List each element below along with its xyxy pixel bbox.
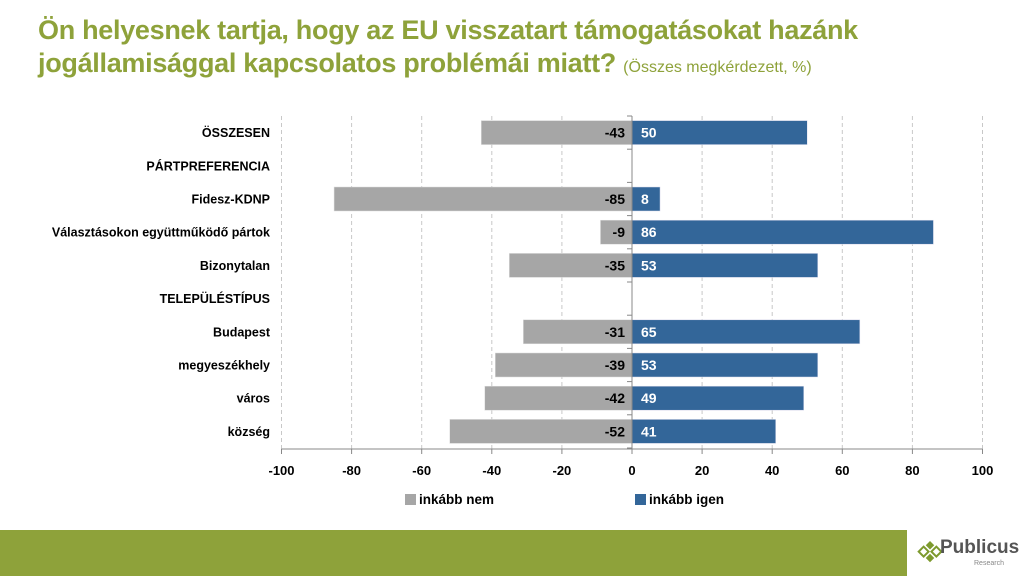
logo-name: Publicus xyxy=(940,537,1020,558)
bar-inkabb-igen xyxy=(631,253,819,278)
data-label-inkabb-igen: 50 xyxy=(641,125,657,141)
category-label: Budapest xyxy=(213,325,271,339)
x-tick-label: -20 xyxy=(553,463,572,478)
title-subtitle: (Összes megkérdezett, %) xyxy=(623,59,812,76)
legend-swatch-inkabb-igen xyxy=(635,494,646,505)
data-label-inkabb-nem: -31 xyxy=(605,324,625,340)
bar-inkabb-nem xyxy=(600,219,633,245)
category-label: község xyxy=(228,425,270,439)
data-label-inkabb-igen: 53 xyxy=(641,257,657,273)
legend-swatch-inkabb-nem xyxy=(405,494,416,505)
data-label-inkabb-igen: 53 xyxy=(641,357,657,373)
data-label-inkabb-igen: 49 xyxy=(641,390,657,406)
x-tick-label: -40 xyxy=(482,463,501,478)
x-tick-label: 60 xyxy=(835,463,849,478)
category-label: TELEPÜLÉSTÍPUS xyxy=(160,291,270,306)
x-tick-label: -80 xyxy=(342,463,361,478)
x-tick-label: 0 xyxy=(628,463,635,478)
legend-label-inkabb-nem: inkább nem xyxy=(419,492,494,507)
logo-area xyxy=(907,530,1024,576)
logo-sub: Research xyxy=(974,560,1004,567)
category-label: megyeszékhely xyxy=(178,359,270,373)
category-label: ÖSSZESEN xyxy=(202,125,270,140)
bar-inkabb-nem xyxy=(484,385,633,411)
category-label: város xyxy=(237,392,270,406)
x-tick-label: 40 xyxy=(765,463,779,478)
legend-label-inkabb-igen: inkább igen xyxy=(649,492,724,507)
bar-inkabb-igen xyxy=(631,219,934,245)
data-label-inkabb-nem: -85 xyxy=(605,191,625,207)
category-label: Választásokon együttműködő pártok xyxy=(52,226,270,240)
data-label-inkabb-nem: -52 xyxy=(605,423,625,439)
bar-inkabb-igen xyxy=(631,120,808,145)
diverging-bar-chart: -100 -80 -60 -40 -20 0 20 40 60 80 100 ÖSSZESEN -43… xyxy=(52,115,994,507)
category-label: Bizonytalan xyxy=(200,259,270,273)
title-text: Ön helyesnek tartja, hogy az EU visszata… xyxy=(38,15,858,78)
data-label-inkabb-nem: -39 xyxy=(605,357,625,373)
x-tick-label: -100 xyxy=(268,463,294,478)
bar-inkabb-nem xyxy=(333,186,633,212)
data-label-inkabb-nem: -43 xyxy=(605,125,625,141)
bars xyxy=(333,120,934,444)
bar-inkabb-igen xyxy=(631,319,861,345)
page-title: Ön helyesnek tartja, hogy az EU visszata… xyxy=(38,14,998,84)
bar-inkabb-nem xyxy=(449,419,633,444)
bar-inkabb-igen xyxy=(631,186,661,212)
x-tick-label: 100 xyxy=(972,463,994,478)
legend: inkább nem inkább igen xyxy=(405,492,724,507)
data-label-inkabb-igen: 8 xyxy=(641,191,649,207)
x-tick-label: 20 xyxy=(695,463,709,478)
bar-inkabb-igen xyxy=(631,385,804,411)
bar-inkabb-nem xyxy=(509,253,633,278)
bar-inkabb-igen xyxy=(631,352,819,378)
data-label-inkabb-igen: 41 xyxy=(641,423,657,439)
x-tick-label: -60 xyxy=(412,463,431,478)
data-label-inkabb-nem: -42 xyxy=(605,390,625,406)
bar-inkabb-nem xyxy=(523,319,633,345)
bar-inkabb-nem xyxy=(495,352,633,378)
data-label-inkabb-igen: 65 xyxy=(641,324,657,340)
footer-bar xyxy=(0,530,1024,576)
data-label-inkabb-nem: -35 xyxy=(605,257,625,273)
category-label: Fidesz-KDNP xyxy=(192,193,270,207)
category-label: PÁRTPREFERENCIA xyxy=(146,158,270,173)
axes: -100 -80 -60 -40 -20 0 20 40 60 80 100 xyxy=(268,115,994,478)
x-tick-label: 80 xyxy=(905,463,919,478)
labels: ÖSSZESEN -43 50 PÁRTPREFERENCIA Fidesz-KDNP -… xyxy=(52,125,657,440)
data-label-inkabb-igen: 86 xyxy=(641,224,657,240)
publicus-logo-icon xyxy=(917,539,943,564)
bar-inkabb-igen xyxy=(631,419,776,444)
data-label-inkabb-nem: -9 xyxy=(613,224,626,240)
